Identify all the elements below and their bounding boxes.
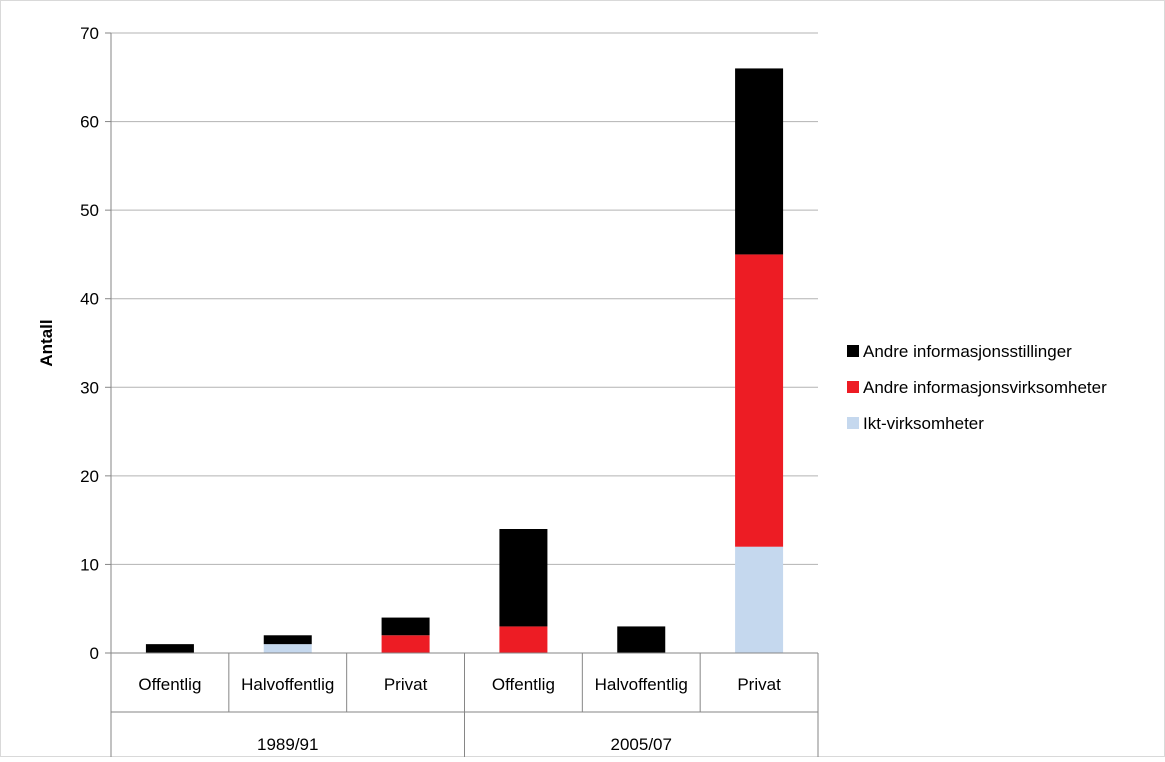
- y-tick-label: 30: [80, 378, 99, 397]
- x-tick-label: Halvoffentlig: [241, 675, 334, 694]
- bar-segment: [499, 626, 548, 653]
- y-tick-label: 40: [80, 290, 99, 309]
- bar-segment: [263, 635, 312, 645]
- legend-swatch: [847, 345, 859, 357]
- bar-segment: [263, 644, 312, 653]
- x-tick-label: Offentlig: [492, 675, 555, 694]
- legend-swatch: [847, 381, 859, 393]
- x-tick-label: Privat: [384, 675, 428, 694]
- group-label: 2005/07: [611, 735, 672, 754]
- legend: Andre informasjonsstillinger Andre inform…: [847, 342, 1107, 433]
- y-tick-label: 20: [80, 467, 99, 486]
- bar-segment: [145, 644, 194, 653]
- bar-segment: [381, 617, 430, 636]
- y-tick-label: 50: [80, 201, 99, 220]
- legend-label: Ikt-virksomheter: [863, 414, 984, 433]
- group-label: 1989/91: [257, 735, 318, 754]
- y-axis-title: Antall: [37, 319, 56, 366]
- bars: [145, 68, 784, 653]
- legend-label: Andre informasjonsvirksomheter: [863, 378, 1107, 397]
- y-tick-label: 10: [80, 555, 99, 574]
- bar-segment: [735, 68, 784, 255]
- gridlines: [111, 32, 818, 565]
- legend-label: Andre informasjonsstillinger: [863, 342, 1072, 361]
- bar-segment: [735, 546, 784, 653]
- bar-segment: [499, 529, 548, 627]
- bar-segment: [381, 635, 430, 653]
- legend-swatch: [847, 417, 859, 429]
- x-tick-label: Privat: [737, 675, 781, 694]
- y-tick-label: 70: [80, 24, 99, 43]
- y-tick-label: 60: [80, 113, 99, 132]
- y-tick-label: 0: [90, 644, 99, 663]
- axes: [105, 32, 819, 757]
- x-tick-label: Halvoffentlig: [595, 675, 688, 694]
- labels: 0 10 20 30 40 50 60 70 Offentlig Halvoffentlig Pri…: [80, 24, 781, 754]
- bar-segment: [617, 626, 666, 653]
- x-tick-label: Offentlig: [138, 675, 201, 694]
- bar-segment: [735, 254, 784, 547]
